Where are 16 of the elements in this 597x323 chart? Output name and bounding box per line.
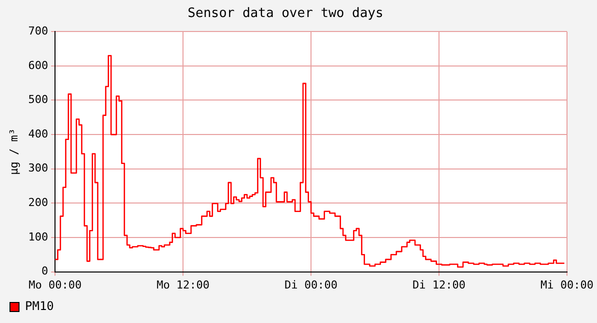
- legend-label: PM10: [25, 299, 54, 314]
- y-tick-label: 100: [28, 230, 48, 244]
- y-axis-title: µg / m³: [7, 128, 20, 175]
- y-tick-label: 200: [28, 196, 48, 210]
- chart-title: Sensor data over two days: [188, 6, 384, 22]
- y-tick-label: 600: [28, 58, 48, 72]
- y-tick-label: 300: [28, 162, 48, 175]
- y-tick-label: 400: [28, 127, 48, 140]
- x-tick-label: Di 00:00: [284, 278, 338, 292]
- x-tick-label: Mi 00:00: [540, 278, 594, 292]
- x-tick-label: Mo 00:00: [28, 278, 82, 292]
- x-tick-label: Mo 12:00: [156, 278, 210, 292]
- y-tick-label: 0: [41, 264, 48, 278]
- y-tick-label: 700: [28, 24, 48, 38]
- x-tick-label: Di 12:00: [412, 278, 466, 292]
- y-tick-label: 500: [28, 93, 48, 106]
